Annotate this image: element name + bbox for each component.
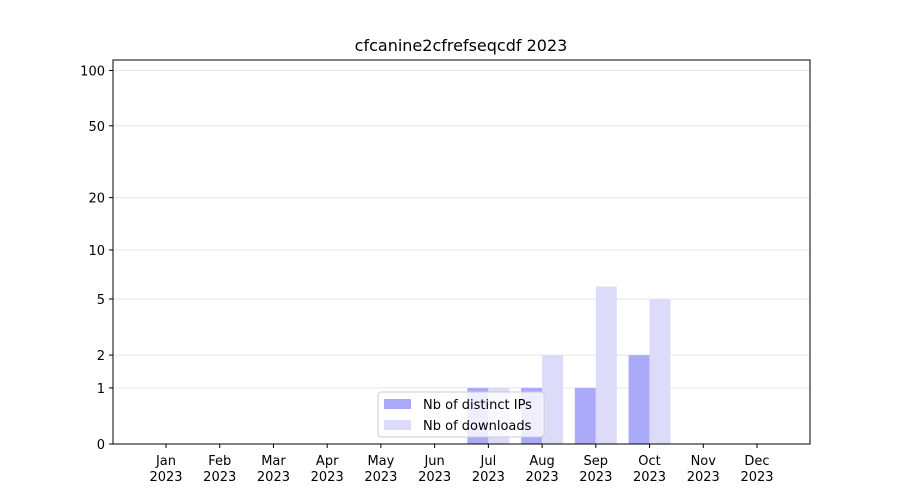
x-tick-label: Sep 2023 [579,454,612,485]
bar [649,298,671,444]
y-tick-label: 1 [97,382,105,397]
legend-label: Nb of downloads [423,419,532,434]
y-tick-label: 5 [97,293,105,308]
x-tick-label: Feb 2023 [203,454,236,485]
bar [595,286,617,444]
bar [628,355,650,444]
y-tick-label: 2 [97,349,105,364]
x-tick-label: Jun 2023 [418,454,451,485]
x-tick-label: May 2023 [364,454,397,485]
legend-swatch [384,420,411,430]
chart-title: cfcanine2cfrefseqcdf 2023 [355,36,568,55]
x-tick-label: Jul 2023 [472,454,505,485]
x-tick-label: Mar 2023 [257,454,290,485]
y-tick-label: 20 [88,192,105,207]
y-tick-label: 0 [97,438,105,453]
legend-label: Nb of distinct IPs [423,398,532,413]
y-tick-label: 50 [88,120,105,135]
legend-box [377,391,545,438]
plot-frame [112,59,811,445]
x-tick-label: Jan 2023 [149,454,182,485]
bar [574,387,596,444]
y-tick-label: 10 [88,244,105,259]
bar [542,355,564,444]
x-tick-label: Nov 2023 [687,454,720,485]
x-tick-label: Dec 2023 [740,454,773,485]
y-tick-label: 100 [80,65,105,80]
x-tick-label: Apr 2023 [311,454,344,485]
x-tick-label: Oct 2023 [633,454,666,485]
x-tick-label: Aug 2023 [526,454,559,485]
legend-swatch [384,399,411,409]
